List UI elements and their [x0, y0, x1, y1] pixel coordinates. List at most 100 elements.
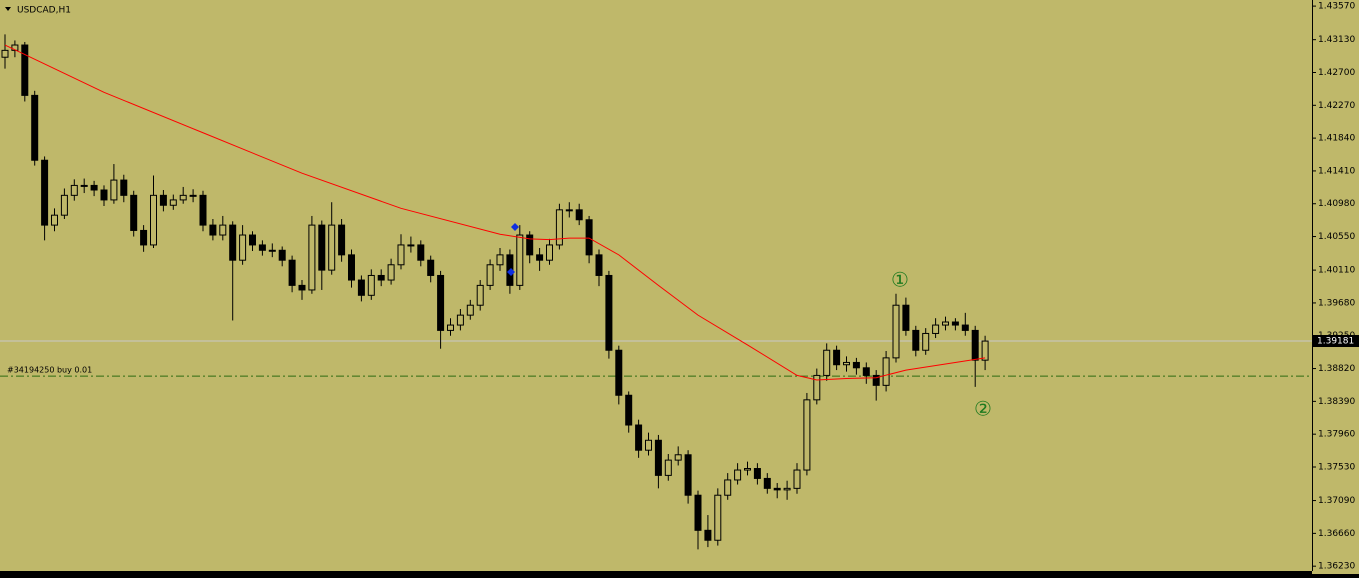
candle-body — [41, 159, 49, 226]
candle-body — [625, 394, 633, 426]
candle-body — [912, 329, 920, 351]
candle-body — [1, 49, 9, 58]
candle-body — [783, 487, 791, 491]
candle-body — [100, 189, 108, 201]
candle-body — [80, 184, 88, 187]
candle-body — [397, 244, 405, 266]
candle-body — [348, 254, 355, 281]
candle-body — [377, 274, 385, 281]
candle-body — [536, 254, 544, 261]
candle-body — [555, 209, 563, 246]
candle-body — [318, 224, 326, 271]
candle-body — [763, 477, 771, 489]
candle-body — [882, 357, 890, 386]
y-tick-label: 1.37090 — [1318, 496, 1355, 506]
candle-body — [932, 324, 940, 334]
candle-body — [249, 234, 256, 246]
trade-marker — [507, 268, 515, 276]
y-tick-label: 1.36660 — [1318, 529, 1355, 539]
candle-body — [159, 194, 167, 206]
candle-body — [60, 194, 68, 216]
candle-body — [189, 194, 197, 197]
candle-body — [447, 324, 454, 331]
candle-body — [773, 487, 781, 491]
candle-body — [852, 361, 860, 369]
candle-body — [427, 259, 435, 276]
y-tick-label: 1.41840 — [1318, 134, 1355, 144]
candle-body — [496, 254, 504, 266]
candle-body — [862, 367, 870, 376]
candle-body — [417, 244, 425, 261]
candle-body — [942, 321, 949, 326]
candle-body — [229, 224, 237, 261]
candle-body — [813, 374, 821, 401]
candle-body — [902, 304, 910, 331]
annotation: ② — [974, 397, 992, 421]
candle-body — [704, 529, 712, 541]
candle-body — [150, 194, 157, 246]
candle-body — [516, 234, 524, 286]
candle-body — [595, 254, 603, 276]
candle-body — [219, 224, 227, 236]
candle-body — [338, 224, 346, 256]
y-tick-label: 1.38820 — [1318, 364, 1355, 374]
candle-body — [684, 454, 692, 496]
candle-body — [437, 274, 445, 331]
candle-body — [793, 469, 801, 489]
candle-body — [288, 259, 296, 286]
trade-marker — [511, 223, 519, 231]
candle-body — [308, 224, 316, 291]
y-tick-label: 1.40980 — [1318, 199, 1355, 209]
candle-body — [654, 439, 662, 476]
candle-body — [486, 264, 494, 286]
candle-body — [724, 479, 732, 496]
axis-background — [1312, 0, 1359, 574]
y-tick-label: 1.42700 — [1318, 68, 1355, 78]
candle-body — [31, 94, 39, 161]
candle-body — [892, 304, 900, 359]
candle-body — [21, 44, 29, 96]
y-tick-label: 1.40550 — [1318, 232, 1355, 242]
candle-body — [11, 44, 19, 51]
candle-body — [169, 199, 177, 206]
candle-body — [734, 469, 742, 481]
title-arrow — [5, 7, 11, 11]
candle-body — [872, 374, 880, 386]
candle-body — [951, 321, 959, 326]
candle-body — [714, 494, 722, 541]
y-tick-label: 1.42270 — [1318, 101, 1355, 111]
order-label: #34194250 buy 0.01 — [7, 366, 92, 375]
y-tick-label: 1.37530 — [1318, 462, 1355, 472]
y-tick-label: 1.38390 — [1318, 397, 1355, 407]
candle-body — [387, 264, 395, 281]
candle-body — [239, 234, 247, 261]
candle-body — [833, 349, 841, 366]
chart-title: USDCAD,H1 — [17, 6, 71, 16]
candle-body — [199, 194, 207, 226]
candle-body — [268, 249, 276, 252]
candle-body — [575, 209, 583, 221]
candle-body — [456, 314, 464, 326]
candle-body — [753, 468, 761, 479]
candle-body — [605, 274, 613, 351]
candle-body — [110, 179, 118, 201]
plot-layer: #34194250 buy 0.01 — [0, 34, 1312, 550]
candle-body — [674, 454, 682, 461]
candle-body — [694, 494, 702, 531]
candle-body — [357, 279, 365, 296]
y-tick-label: 1.43130 — [1318, 35, 1355, 45]
candle-body — [298, 284, 306, 291]
candle-body — [90, 184, 98, 191]
y-tick-label: 1.40110 — [1318, 266, 1355, 276]
candle-body — [407, 244, 415, 247]
candle-body — [466, 304, 474, 316]
y-tick-label: 1.43570 — [1318, 2, 1355, 12]
current-price-label: 1.39181 — [1317, 337, 1354, 347]
moving-average — [4, 44, 986, 381]
candle-body — [51, 214, 58, 226]
candle-body — [585, 219, 593, 256]
candle-body — [843, 361, 850, 366]
candle-body — [140, 229, 148, 246]
